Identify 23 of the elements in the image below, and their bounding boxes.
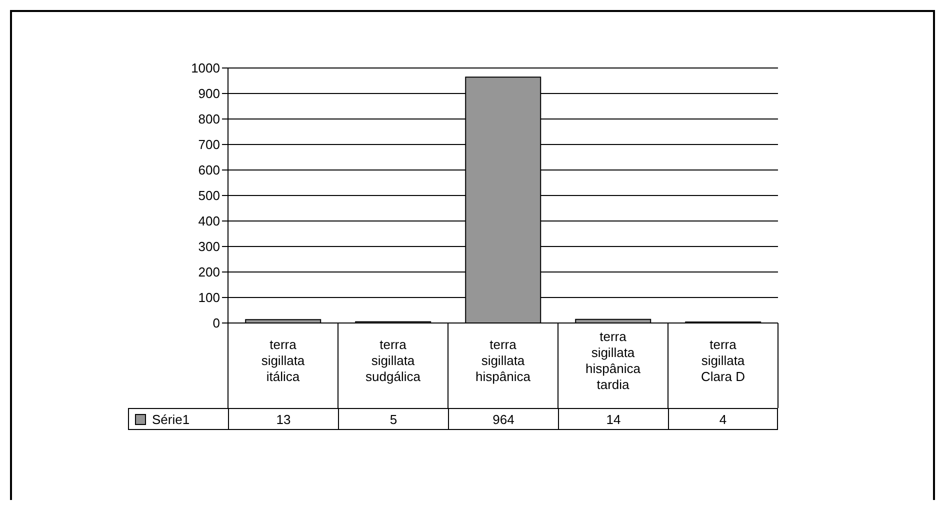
y-tick-label: 800 (198, 112, 220, 127)
y-tick-label: 700 (198, 137, 220, 152)
x-tick-label: terra sigillata sudgálica (366, 337, 422, 384)
x-tick-label: terra sigillata itálica (261, 337, 306, 384)
data-label: 964 (448, 408, 558, 430)
data-label: 14 (558, 408, 668, 430)
bar (245, 319, 322, 323)
y-tick-label: 200 (198, 264, 220, 280)
x-tick-label: terra sigillata Clara D (700, 337, 746, 384)
x-tick-label: terra sigillata hispânica (476, 337, 532, 384)
legend-label: Série1 (152, 412, 190, 426)
y-tick-label: 400 (198, 214, 220, 229)
y-tick-label: 0 (212, 316, 220, 331)
data-label: 4 (668, 408, 778, 430)
y-tick-label: 1000 (191, 60, 220, 76)
y-tick-label: 100 (198, 290, 220, 306)
x-tick-label: terra sigillata hispânica tardia (586, 329, 642, 392)
y-tick-label: 900 (198, 86, 220, 102)
data-label: 5 (338, 408, 448, 430)
data-label: 13 (228, 408, 338, 430)
y-tick-label: 500 (198, 188, 220, 204)
y-tick-label: 300 (198, 239, 220, 254)
y-tick-label: 600 (198, 162, 220, 178)
